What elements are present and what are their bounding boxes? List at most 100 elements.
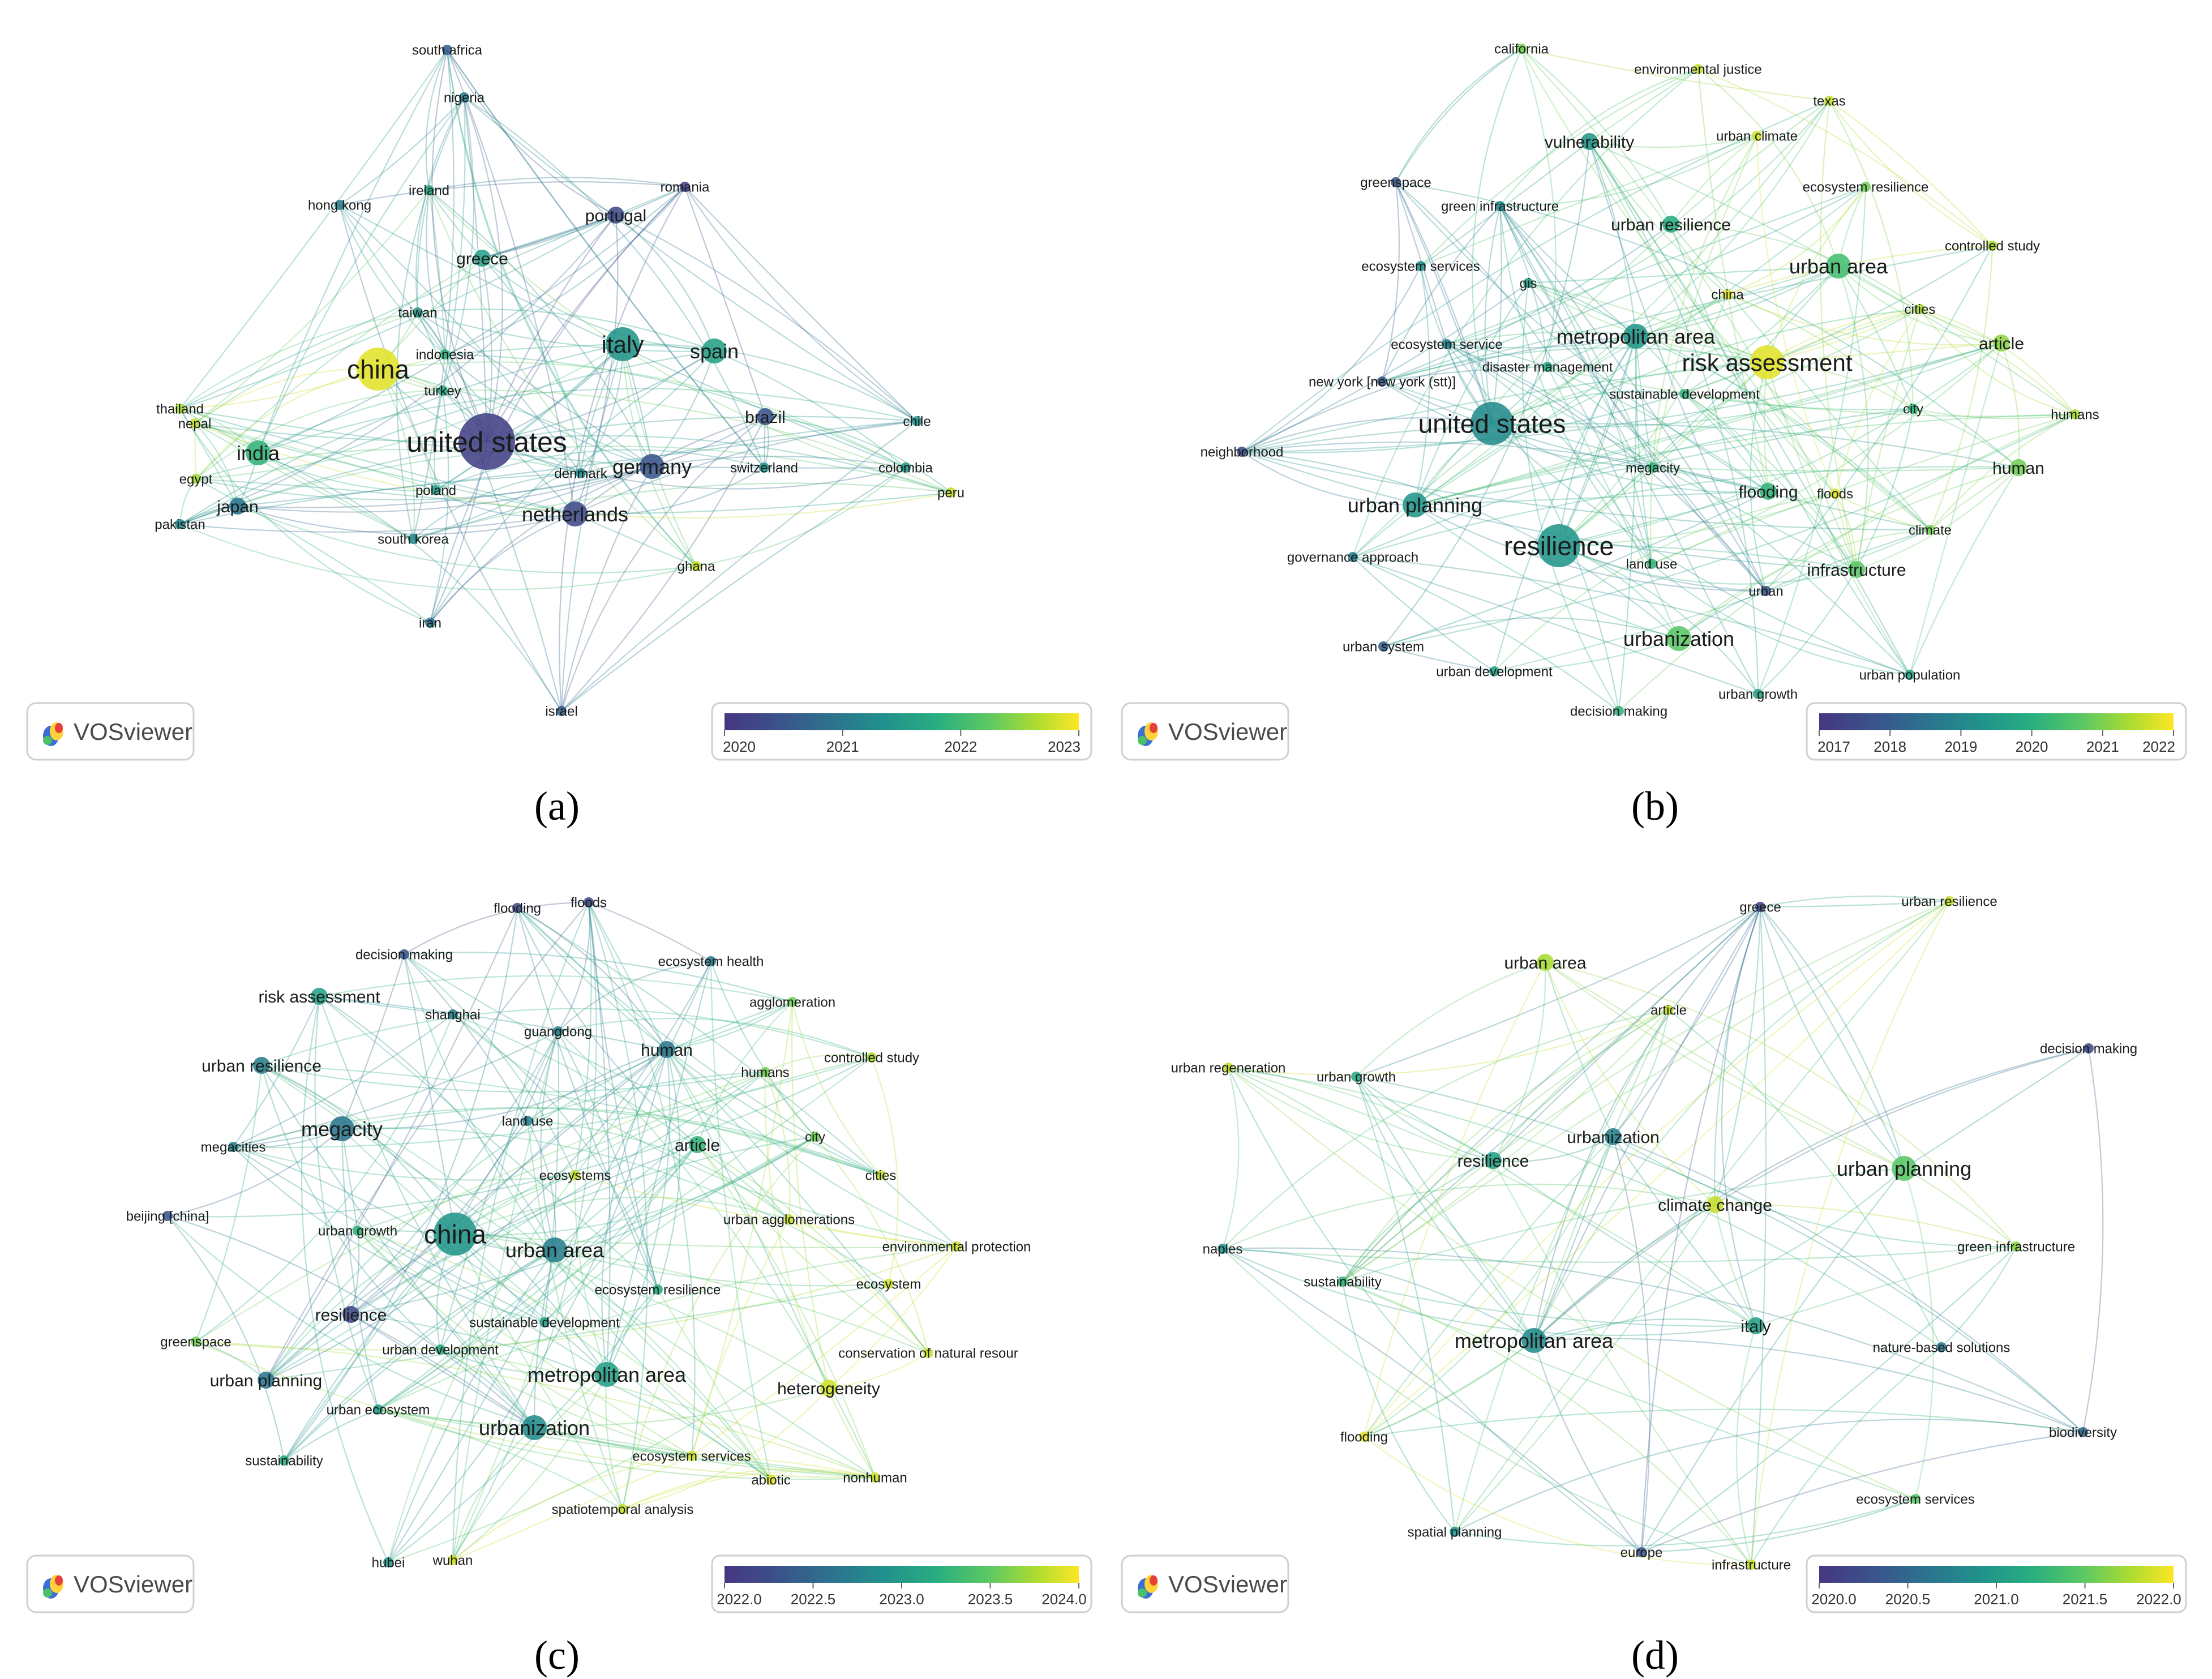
network-node[interactable] [606, 327, 640, 361]
network-node[interactable] [784, 1214, 794, 1224]
network-node[interactable] [512, 903, 522, 913]
network-node[interactable] [435, 1344, 445, 1355]
network-node[interactable] [901, 462, 911, 473]
network-node[interactable] [640, 454, 665, 479]
network-node[interactable] [1722, 289, 1733, 299]
network-node[interactable] [1647, 559, 1657, 569]
network-node[interactable] [607, 207, 624, 224]
network-node[interactable] [191, 1337, 201, 1347]
network-node[interactable] [522, 1116, 533, 1126]
network-node[interactable] [1861, 182, 1871, 192]
network-node[interactable] [440, 349, 450, 359]
network-node[interactable] [228, 1142, 238, 1152]
network-node[interactable] [706, 956, 716, 966]
network-node[interactable] [1471, 402, 1514, 445]
network-node[interactable] [1581, 133, 1598, 150]
network-node[interactable] [279, 1455, 289, 1466]
network-node[interactable] [522, 1415, 547, 1440]
network-node[interactable] [474, 250, 491, 267]
network-node[interactable] [702, 339, 727, 363]
network-node[interactable] [2010, 459, 2027, 476]
network-node[interactable] [1489, 666, 1499, 676]
network-node[interactable] [1753, 689, 1763, 699]
network-node[interactable] [191, 474, 201, 484]
network-node[interactable] [458, 413, 515, 470]
network-node[interactable] [1442, 339, 1452, 349]
network-node[interactable] [1746, 1560, 1756, 1570]
network-node[interactable] [424, 185, 434, 195]
network-node[interactable] [760, 1067, 770, 1077]
network-node[interactable] [759, 462, 769, 473]
network-node[interactable] [810, 1132, 820, 1142]
network-node[interactable] [1664, 1005, 1674, 1015]
network-node[interactable] [1391, 177, 1401, 187]
network-node[interactable] [658, 1041, 675, 1058]
network-node[interactable] [1905, 670, 1915, 680]
network-node[interactable] [1359, 1432, 1369, 1442]
network-node[interactable] [1348, 552, 1358, 562]
network-node[interactable] [1752, 131, 1762, 141]
network-node[interactable] [1377, 376, 1387, 387]
network-node[interactable] [553, 1026, 563, 1036]
network-node[interactable] [353, 1226, 363, 1236]
network-node[interactable] [373, 1404, 383, 1415]
network-node[interactable] [1908, 404, 1918, 414]
network-node[interactable] [162, 1211, 173, 1221]
network-node[interactable] [1223, 1063, 1233, 1073]
network-node[interactable] [680, 182, 690, 192]
network-node[interactable] [1679, 389, 1690, 399]
network-node[interactable] [576, 468, 586, 478]
network-node[interactable] [438, 386, 448, 396]
network-node[interactable] [1378, 641, 1388, 652]
network-node[interactable] [383, 1557, 393, 1567]
network-node[interactable] [357, 348, 400, 391]
network-node[interactable] [1537, 524, 1580, 567]
network-node[interactable] [1826, 254, 1851, 279]
network-node[interactable] [539, 1317, 550, 1327]
network-node[interactable] [923, 1348, 933, 1358]
network-node[interactable] [1495, 201, 1505, 211]
network-node[interactable] [1237, 447, 1247, 457]
network-node[interactable] [1485, 1152, 1502, 1169]
network-node[interactable] [1523, 278, 1533, 288]
network-node[interactable] [459, 92, 469, 102]
network-node[interactable] [1761, 586, 1771, 596]
network-node[interactable] [190, 418, 200, 429]
network-node[interactable] [1910, 1494, 1921, 1504]
network-node[interactable] [1760, 483, 1777, 500]
network-node[interactable] [448, 1009, 458, 1020]
network-node[interactable] [1416, 261, 1426, 271]
network-node[interactable] [1623, 324, 1648, 349]
network-node[interactable] [2084, 1043, 2094, 1053]
network-node[interactable] [425, 618, 435, 628]
network-node[interactable] [329, 1116, 354, 1141]
network-node[interactable] [584, 897, 594, 907]
network-node[interactable] [1605, 1128, 1622, 1145]
network-node[interactable] [1636, 1547, 1647, 1557]
network-node[interactable] [820, 1380, 837, 1397]
network-node[interactable] [1614, 706, 1624, 716]
network-node[interactable] [1648, 462, 1658, 473]
network-node[interactable] [2070, 409, 2080, 419]
network-node[interactable] [1521, 1328, 1546, 1353]
network-node[interactable] [1987, 241, 1997, 251]
network-node[interactable] [1218, 1244, 1228, 1254]
network-node[interactable] [246, 440, 271, 465]
network-node[interactable] [618, 1504, 628, 1514]
network-node[interactable] [1666, 626, 1691, 651]
network-node[interactable] [594, 1362, 619, 1387]
network-node[interactable] [1755, 902, 1765, 912]
network-node[interactable] [691, 561, 701, 571]
network-node[interactable] [1848, 561, 1865, 578]
network-node[interactable] [342, 1306, 359, 1323]
network-node[interactable] [1944, 896, 1954, 906]
network-node[interactable] [542, 1237, 567, 1262]
network-node[interactable] [253, 1057, 270, 1074]
network-node[interactable] [1936, 1342, 1947, 1352]
network-node[interactable] [175, 404, 185, 414]
network-node[interactable] [951, 1241, 962, 1252]
network-node[interactable] [442, 45, 452, 55]
network-node[interactable] [870, 1472, 880, 1483]
network-node[interactable] [1750, 345, 1784, 379]
network-node[interactable] [757, 408, 774, 425]
